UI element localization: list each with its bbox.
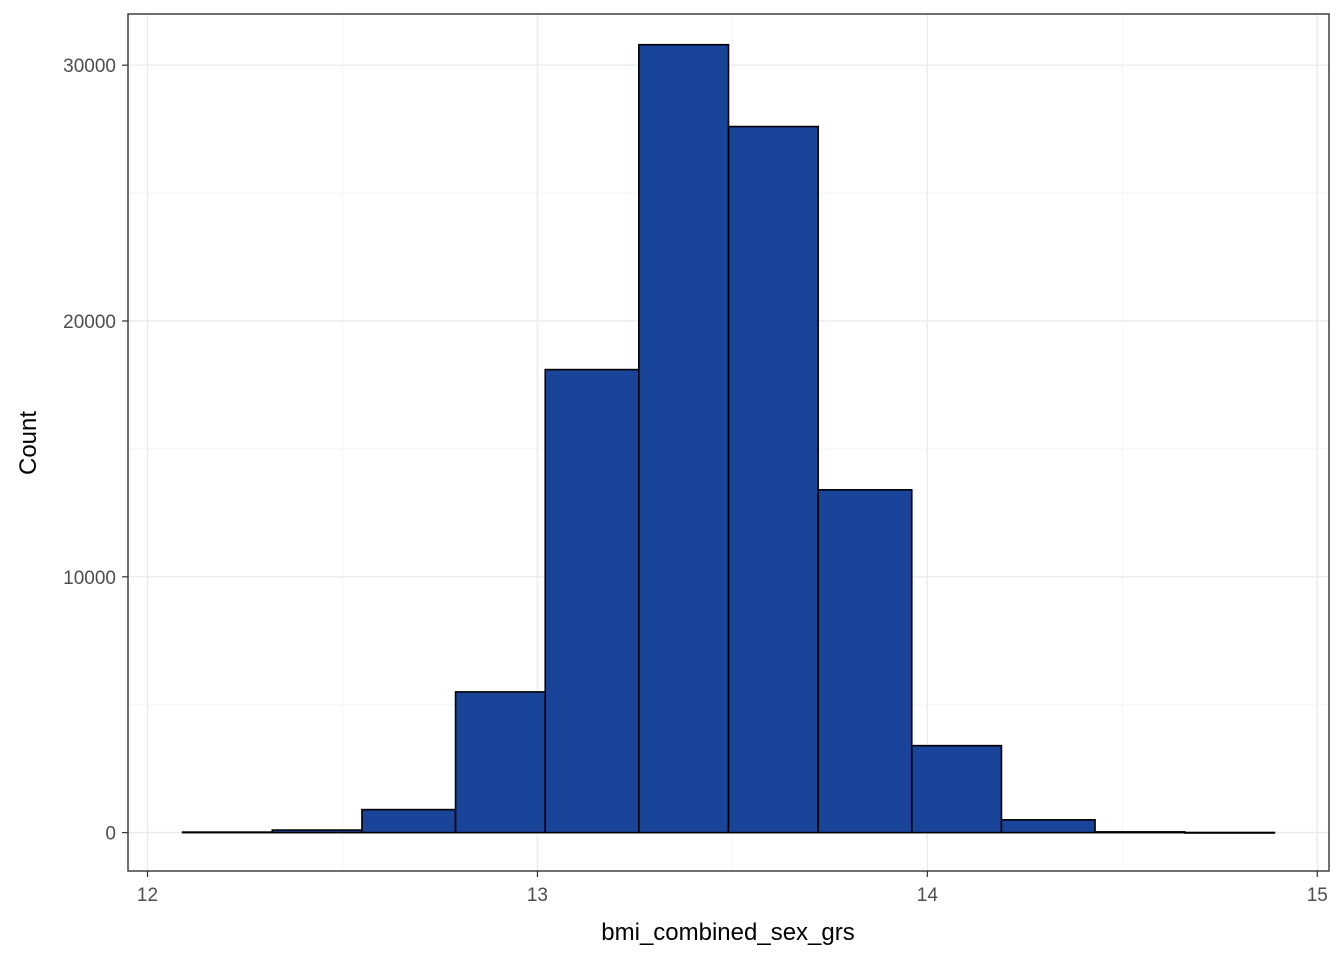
x-axis-title: bmi_combined_sex_grs: [601, 919, 854, 946]
histogram-bars: [181, 43, 1276, 834]
histogram-bar-10: [1000, 819, 1096, 834]
histogram-bar-11: [1094, 831, 1186, 834]
x-tick-label: 12: [137, 885, 158, 906]
histogram-bar-3: [361, 808, 457, 834]
histogram-bar-7: [727, 125, 819, 834]
y-tick-label: 30000: [63, 56, 116, 77]
plot-panel: [127, 13, 1330, 872]
histogram-bar-8: [817, 489, 913, 834]
y-tick-label: 10000: [63, 568, 116, 589]
x-tick-label: 13: [527, 885, 548, 906]
y-tick-label: 0: [105, 824, 116, 845]
y-axis-title: Count: [15, 411, 42, 475]
histogram-bar-9: [910, 744, 1003, 834]
y-axis: 0 10000 20000 30000: [63, 56, 128, 845]
histogram-bar-12: [1183, 831, 1276, 834]
histogram-bar-2: [271, 829, 363, 834]
histogram-bar-6: [638, 43, 730, 834]
y-tick-label: 20000: [63, 312, 116, 333]
x-tick-label: 14: [917, 885, 939, 906]
histogram-bar-5: [544, 368, 640, 834]
histogram-bar-1: [181, 831, 274, 834]
x-tick-label: 15: [1307, 885, 1328, 906]
panel-border: [127, 13, 1330, 872]
histogram-bar-4: [454, 691, 547, 834]
x-axis: 12 13 14 15: [137, 871, 1328, 906]
